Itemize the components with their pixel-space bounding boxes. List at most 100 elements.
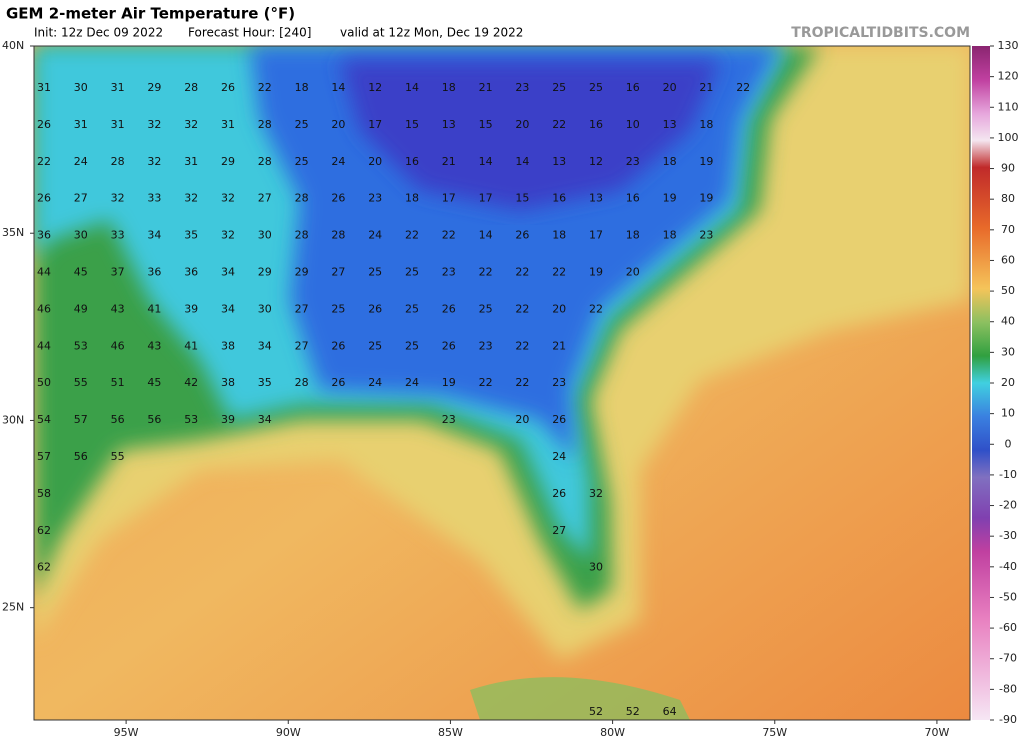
colorbar-label: 80 (1001, 192, 1015, 205)
station-value: 20 (626, 266, 640, 279)
station-value: 43 (111, 302, 125, 315)
colorbar-label: -20 (999, 499, 1017, 512)
station-value: 39 (184, 302, 198, 315)
station-value: 26 (552, 413, 566, 426)
station-value: 26 (515, 229, 529, 242)
station-value: 30 (74, 229, 88, 242)
lon-label: 90W (276, 726, 301, 739)
station-value: 28 (295, 229, 309, 242)
colorbar-label: 30 (1001, 345, 1015, 358)
station-value: 29 (221, 155, 235, 168)
station-value: 15 (479, 118, 493, 131)
station-value: 24 (74, 155, 88, 168)
station-value: 21 (552, 339, 566, 352)
colorbar-label: 70 (1001, 223, 1015, 236)
station-value: 25 (368, 339, 382, 352)
station-value: 13 (663, 118, 677, 131)
station-value: 23 (552, 376, 566, 389)
lon-label: 70W (924, 726, 949, 739)
station-value: 31 (74, 118, 88, 131)
colorbar-label: -80 (999, 682, 1017, 695)
station-value: 62 (37, 561, 51, 574)
station-value: 26 (221, 81, 235, 94)
station-value: 22 (37, 155, 51, 168)
station-value: 32 (184, 192, 198, 205)
station-value: 51 (111, 376, 125, 389)
station-value: 22 (479, 266, 493, 279)
station-value: 18 (663, 229, 677, 242)
station-value: 20 (331, 118, 345, 131)
station-value: 26 (331, 192, 345, 205)
station-value: 54 (37, 413, 51, 426)
station-value: 20 (368, 155, 382, 168)
colorbar-label: -10 (999, 468, 1017, 481)
title: GEM 2-meter Air Temperature (°F) (6, 5, 295, 23)
station-value: 16 (626, 192, 640, 205)
colorbar-label: -50 (999, 590, 1017, 603)
station-value: 35 (258, 376, 272, 389)
station-value: 35 (184, 229, 198, 242)
colorbar-label: 120 (998, 70, 1019, 83)
station-value: 30 (589, 561, 603, 574)
station-value: 25 (295, 118, 309, 131)
station-value: 22 (515, 376, 529, 389)
station-value: 22 (736, 81, 750, 94)
station-value: 14 (515, 155, 529, 168)
station-value: 27 (331, 266, 345, 279)
station-value: 31 (221, 118, 235, 131)
station-value: 25 (368, 266, 382, 279)
station-value: 28 (258, 118, 272, 131)
station-value: 30 (258, 229, 272, 242)
station-value: 57 (37, 450, 51, 463)
station-value: 16 (626, 81, 640, 94)
station-value: 15 (515, 192, 529, 205)
station-value: 36 (147, 266, 161, 279)
station-value: 17 (589, 229, 603, 242)
station-value: 37 (111, 266, 125, 279)
lon-label: 85W (438, 726, 463, 739)
station-value: 32 (147, 118, 161, 131)
station-value: 22 (515, 339, 529, 352)
colorbar-label: -40 (999, 560, 1017, 573)
station-value: 22 (552, 118, 566, 131)
station-value: 34 (221, 266, 235, 279)
map-frame (33, 45, 971, 721)
station-value: 55 (111, 450, 125, 463)
station-value: 26 (552, 487, 566, 500)
lon-label: 80W (600, 726, 625, 739)
station-value: 34 (258, 339, 272, 352)
station-value: 14 (331, 81, 345, 94)
station-value: 31 (37, 81, 51, 94)
station-value: 14 (405, 81, 419, 94)
station-value: 15 (405, 118, 419, 131)
station-value: 29 (258, 266, 272, 279)
lat-label: 30N (2, 413, 24, 426)
station-value: 26 (331, 339, 345, 352)
station-value: 16 (552, 192, 566, 205)
station-value: 26 (37, 118, 51, 131)
station-value: 34 (147, 229, 161, 242)
station-value: 41 (184, 339, 198, 352)
station-value: 45 (74, 266, 88, 279)
station-value: 22 (405, 229, 419, 242)
lon-label: 75W (762, 726, 787, 739)
station-value: 14 (479, 229, 493, 242)
station-value: 22 (442, 229, 456, 242)
station-value: 27 (295, 339, 309, 352)
station-value: 30 (74, 81, 88, 94)
station-value: 21 (442, 155, 456, 168)
station-value: 32 (147, 155, 161, 168)
colorbar-label: 0 (1005, 437, 1012, 450)
station-value: 31 (184, 155, 198, 168)
station-value: 17 (479, 192, 493, 205)
station-value: 21 (479, 81, 493, 94)
station-value: 19 (442, 376, 456, 389)
station-value: 18 (295, 81, 309, 94)
station-value: 41 (147, 302, 161, 315)
init: Init: 12z Dec 09 2022 (34, 26, 163, 40)
station-value: 50 (37, 376, 51, 389)
colorbar-label: -90 (999, 713, 1017, 726)
station-value: 22 (552, 266, 566, 279)
colorbar-label: 10 (1001, 407, 1015, 420)
